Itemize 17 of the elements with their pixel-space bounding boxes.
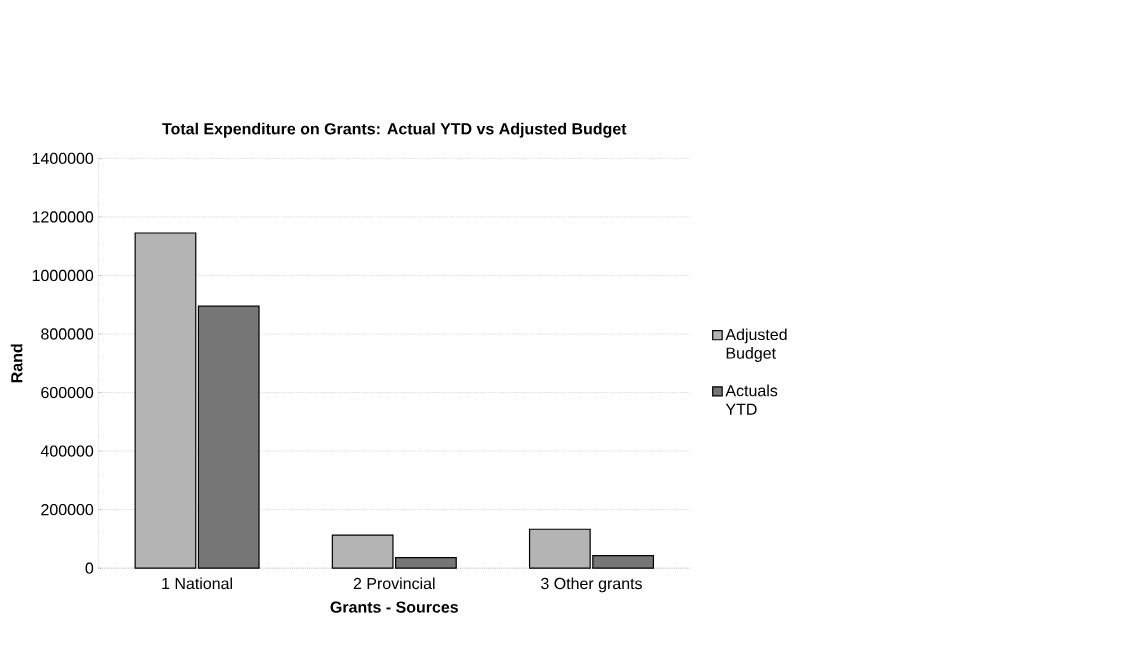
y-tick-label: 1400000 [32,152,94,164]
y-tick-label: 200000 [41,503,94,516]
y-tick-label: 400000 [40,445,94,457]
y-tick-label: 1000000 [32,269,94,281]
bar [134,232,197,569]
x-tick-label: 3 Other grants [541,577,642,593]
y-axis-title: Rand [10,344,23,382]
y-tick-label: 0 [85,562,94,574]
x-axis-title: Grants - Sources [330,601,458,613]
y-tick-label: 800000 [41,328,94,340]
x-tick-label: 1 National [162,577,232,589]
y-tick-label: 1200000 [32,211,94,223]
x-tick-label: 2 Provincial [353,577,435,589]
chart-title: Total Expenditure on Grants: Actual YTD vs Adjusted Budget [162,122,627,138]
y-tick-label: 600000 [41,386,94,398]
legend-label: Adjusted Budget [725,328,787,362]
legend-label: Actuals YTD [725,384,778,415]
